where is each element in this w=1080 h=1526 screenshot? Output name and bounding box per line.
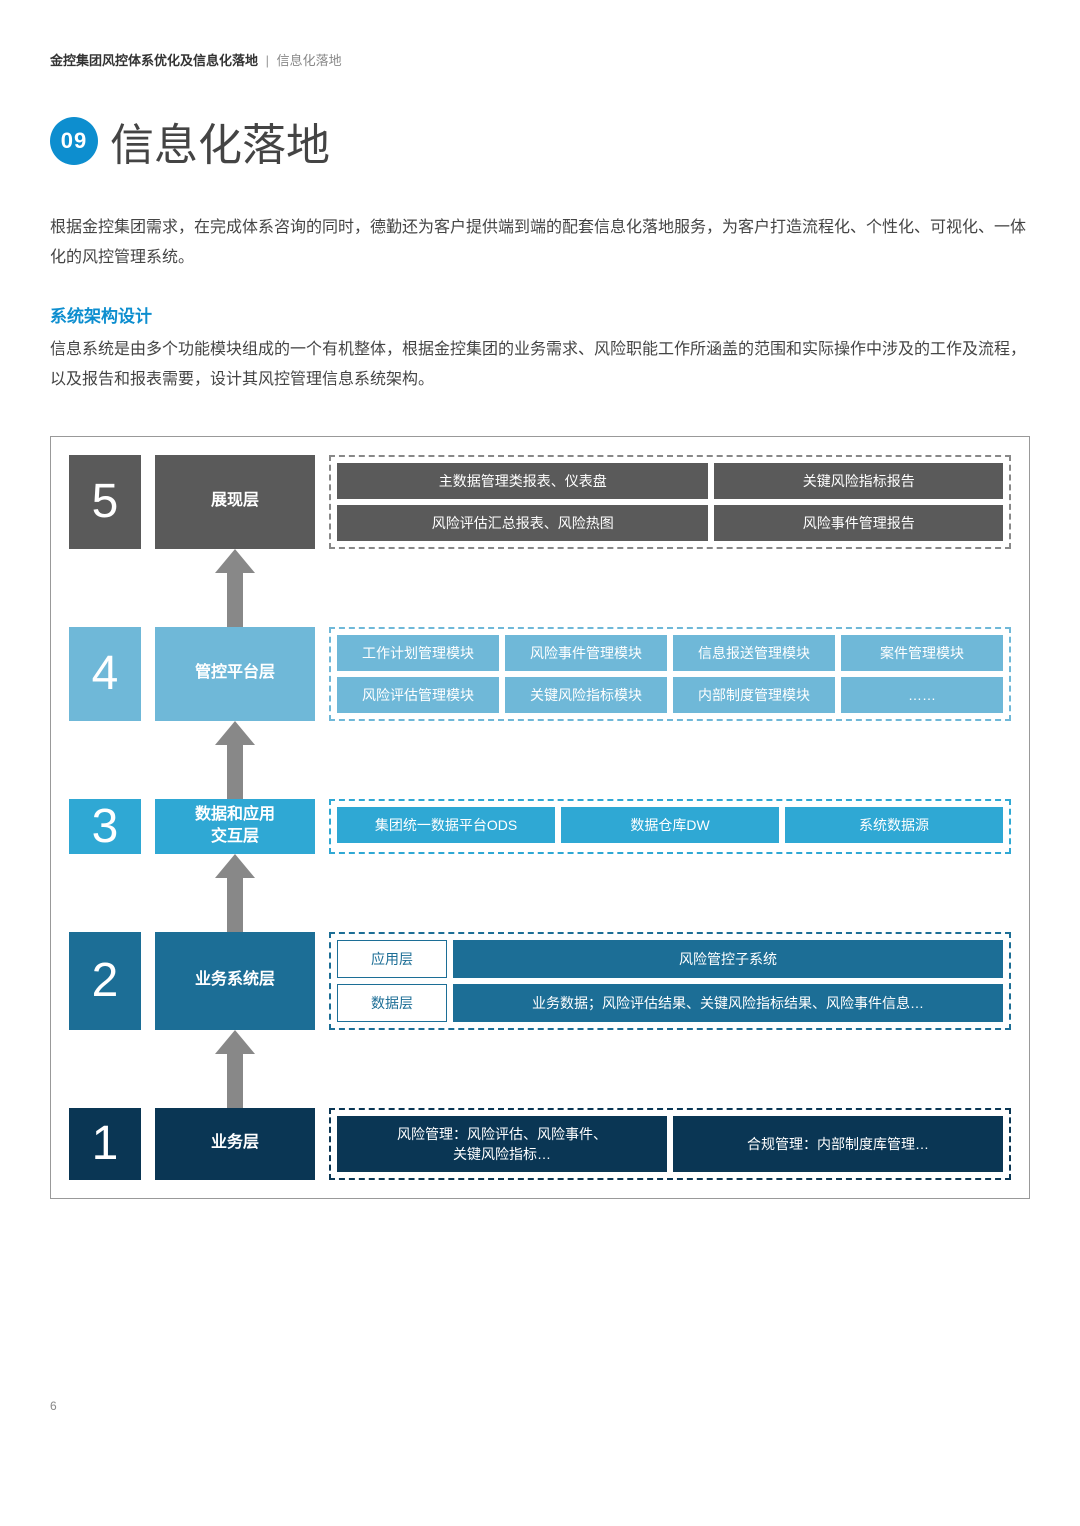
layer-4-item: 风险评估管理模块 xyxy=(337,677,499,713)
breadcrumb-sep: | xyxy=(266,53,269,68)
layer-4-item: 风险事件管理模块 xyxy=(505,635,667,671)
layer-2-left-item: 应用层 xyxy=(337,940,447,978)
layer-4-item: 信息报送管理模块 xyxy=(673,635,835,671)
layer-4-item: 关键风险指标模块 xyxy=(505,677,667,713)
layer-5-content: 主数据管理类报表、仪表盘 关键风险指标报告 风险评估汇总报表、风险热图 风险事件… xyxy=(329,455,1011,549)
sub-text: 信息系统是由多个功能模块组成的一个有机整体，根据金控集团的业务需求、风险职能工作… xyxy=(50,335,1030,396)
layer-1-item: 合规管理：内部制度库管理… xyxy=(673,1116,1003,1172)
layer-3: 3 数据和应用 交互层 集团统一数据平台ODS 数据仓库DW 系统数据源 xyxy=(69,799,1011,854)
layer-5-item: 主数据管理类报表、仪表盘 xyxy=(337,463,708,499)
up-arrow-icon xyxy=(210,854,260,932)
layer-2-right-item: 风险管控子系统 xyxy=(453,940,1003,978)
layer-1-content: 风险管理：风险评估、风险事件、 关键风险指标… 合规管理：内部制度库管理… xyxy=(329,1108,1011,1180)
layer-4-item: 工作计划管理模块 xyxy=(337,635,499,671)
title-row: 09 信息化落地 xyxy=(50,109,1030,173)
layer-3-item: 系统数据源 xyxy=(785,807,1003,843)
arrow-3-2 xyxy=(69,854,1011,932)
layer-3-item: 集团统一数据平台ODS xyxy=(337,807,555,843)
up-arrow-icon xyxy=(210,549,260,627)
layer-4-item: 案件管理模块 xyxy=(841,635,1003,671)
sub-heading: 系统架构设计 xyxy=(50,302,1030,327)
layer-4-content: 工作计划管理模块 风险事件管理模块 信息报送管理模块 案件管理模块 风险评估管理… xyxy=(329,627,1011,721)
breadcrumb-main: 金控集团风控体系优化及信息化落地 xyxy=(50,53,258,68)
layer-2-left-item: 数据层 xyxy=(337,984,447,1022)
layer-3-label: 数据和应用 交互层 xyxy=(155,799,315,854)
up-arrow-icon xyxy=(210,1030,260,1108)
layer-3-content: 集团统一数据平台ODS 数据仓库DW 系统数据源 xyxy=(329,799,1011,854)
layer-4-item: 内部制度管理模块 xyxy=(673,677,835,713)
layer-5-item: 风险评估汇总报表、风险热图 xyxy=(337,505,708,541)
layer-3-number: 3 xyxy=(69,799,141,854)
architecture-diagram: 5 展现层 主数据管理类报表、仪表盘 关键风险指标报告 风险评估汇总报表、风险热… xyxy=(50,436,1030,1199)
layer-4-number: 4 xyxy=(69,627,141,721)
layer-1: 1 业务层 风险管理：风险评估、风险事件、 关键风险指标… 合规管理：内部制度库… xyxy=(69,1108,1011,1180)
layer-2-number: 2 xyxy=(69,932,141,1030)
layer-5-label: 展现层 xyxy=(155,455,315,549)
page-number: 6 xyxy=(50,1399,1030,1413)
arrow-4-3 xyxy=(69,721,1011,799)
layer-3-item: 数据仓库DW xyxy=(561,807,779,843)
layer-4-label: 管控平台层 xyxy=(155,627,315,721)
arrow-2-1 xyxy=(69,1030,1011,1108)
arrow-5-4 xyxy=(69,549,1011,627)
layer-4-item: …… xyxy=(841,677,1003,713)
breadcrumb: 金控集团风控体系优化及信息化落地 | 信息化落地 xyxy=(50,50,1030,69)
layer-5-item: 关键风险指标报告 xyxy=(714,463,1003,499)
page-title: 信息化落地 xyxy=(110,109,330,173)
layer-2-right-item: 业务数据；风险评估结果、关键风险指标结果、风险事件信息… xyxy=(453,984,1003,1022)
title-badge-icon: 09 xyxy=(50,117,98,165)
layer-5-item: 风险事件管理报告 xyxy=(714,505,1003,541)
layer-5-number: 5 xyxy=(69,455,141,549)
layer-1-item: 风险管理：风险评估、风险事件、 关键风险指标… xyxy=(337,1116,667,1172)
intro-text: 根据金控集团需求，在完成体系咨询的同时，德勤还为客户提供端到端的配套信息化落地服… xyxy=(50,213,1030,274)
breadcrumb-current: 信息化落地 xyxy=(277,53,342,68)
layer-1-label: 业务层 xyxy=(155,1108,315,1180)
layer-1-number: 1 xyxy=(69,1108,141,1180)
layer-5: 5 展现层 主数据管理类报表、仪表盘 关键风险指标报告 风险评估汇总报表、风险热… xyxy=(69,455,1011,549)
layer-2-label: 业务系统层 xyxy=(155,932,315,1030)
layer-4: 4 管控平台层 工作计划管理模块 风险事件管理模块 信息报送管理模块 案件管理模… xyxy=(69,627,1011,721)
layer-2: 2 业务系统层 应用层 数据层 风险管控子系统 业务数据；风险评估结果、关键风险… xyxy=(69,932,1011,1030)
layer-2-content: 应用层 数据层 风险管控子系统 业务数据；风险评估结果、关键风险指标结果、风险事… xyxy=(329,932,1011,1030)
up-arrow-icon xyxy=(210,721,260,799)
